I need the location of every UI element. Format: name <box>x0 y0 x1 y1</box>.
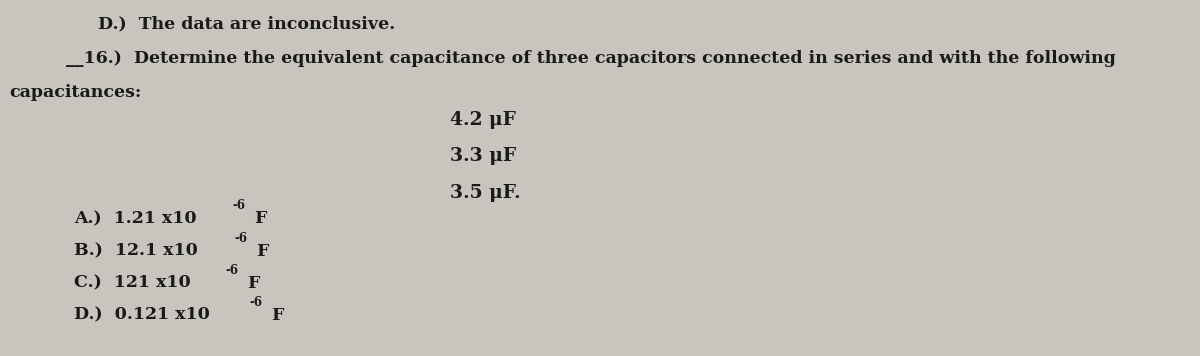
Text: 4.2 μF: 4.2 μF <box>450 111 516 129</box>
Text: -6: -6 <box>226 264 238 277</box>
Text: __16.)  Determine the equivalent capacitance of three capacitors connected in se: __16.) Determine the equivalent capacita… <box>66 49 1116 67</box>
Text: A.)  1.21 x10: A.) 1.21 x10 <box>74 210 197 227</box>
Text: 3.5 μF.: 3.5 μF. <box>450 184 521 202</box>
Text: -6: -6 <box>233 199 246 213</box>
Text: C.)  121 x10: C.) 121 x10 <box>74 275 191 292</box>
Text: D.)  The data are inconclusive.: D.) The data are inconclusive. <box>98 15 396 32</box>
Text: -6: -6 <box>250 296 263 309</box>
Text: 3.3 μF: 3.3 μF <box>450 147 516 166</box>
Text: F: F <box>242 275 260 292</box>
Text: B.)  12.1 x10: B.) 12.1 x10 <box>74 242 198 260</box>
Text: D.)  0.121 x10: D.) 0.121 x10 <box>74 307 210 324</box>
Text: F: F <box>250 210 268 227</box>
Text: capacitances:: capacitances: <box>10 84 142 101</box>
Text: -6: -6 <box>234 232 247 245</box>
Text: F: F <box>266 307 284 324</box>
Text: F: F <box>251 242 269 260</box>
